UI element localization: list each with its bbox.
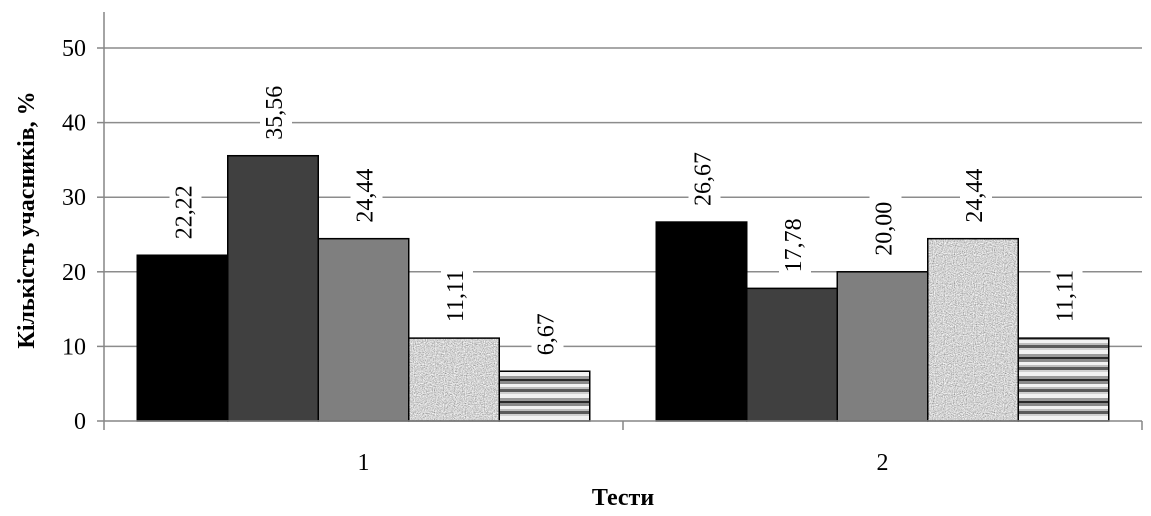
y-tick-label: 0 [74, 409, 86, 435]
y-ticks: 0 10 20 30 40 50 [62, 36, 104, 435]
data-label: 24,44 [353, 169, 379, 223]
data-label: 11,11 [1053, 270, 1079, 322]
bar [136, 254, 229, 422]
y-tick-label: 40 [62, 111, 86, 137]
bar [655, 221, 748, 422]
data-label: 20,00 [872, 202, 898, 256]
data-label-bg [531, 302, 564, 358]
bar [927, 237, 1019, 422]
data-label-bg [869, 190, 902, 258]
y-tick-label: 20 [62, 260, 86, 286]
data-label: 35,56 [262, 86, 288, 140]
data-label-bg [169, 174, 202, 242]
data-label-bg [441, 257, 473, 325]
data-label-bg [350, 157, 383, 225]
data-labels: 22,22 35,56 24,44 11,11 6,67 26,67 17,78 20,00 2… [169, 74, 1083, 358]
bar [746, 287, 838, 422]
data-label-bg [260, 74, 292, 142]
y-tick-label: 30 [62, 185, 86, 211]
bars [136, 154, 1110, 422]
x-tick-label: 2 [877, 450, 889, 476]
bar [317, 237, 410, 422]
data-label-bg [779, 207, 811, 275]
x-axis-title: Тести [592, 485, 654, 511]
bar [498, 370, 591, 422]
data-label: 6,67 [534, 313, 560, 355]
x-tick-label: 1 [358, 450, 370, 476]
y-tick-label: 50 [62, 36, 86, 62]
data-label: 24,44 [962, 169, 988, 223]
bar [408, 337, 500, 422]
bar [836, 271, 929, 422]
y-axis-title: Кількість учасників, % [14, 91, 40, 348]
data-label: 26,67 [691, 152, 717, 206]
data-label-bg [1050, 257, 1083, 325]
y-tick-label: 10 [62, 334, 86, 360]
data-label: 11,11 [443, 270, 469, 322]
data-label: 17,78 [781, 218, 807, 272]
data-label-bg [960, 157, 992, 225]
data-label: 22,22 [172, 185, 198, 239]
bar [227, 154, 319, 422]
bar [1017, 337, 1110, 422]
data-label-bg [688, 141, 721, 209]
